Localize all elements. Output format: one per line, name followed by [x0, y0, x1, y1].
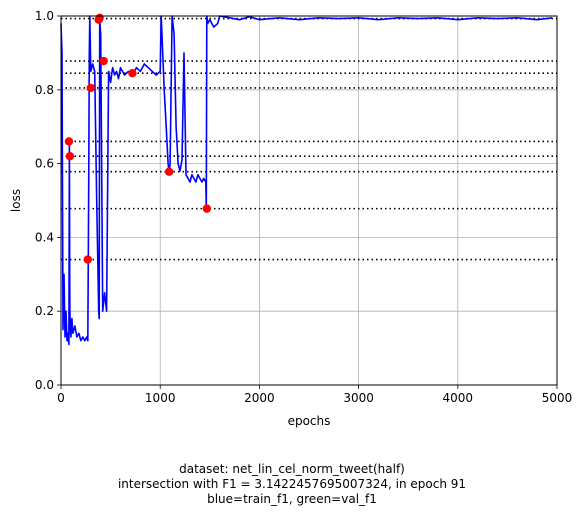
x-tick-label: 4000: [443, 391, 474, 405]
chart: 0 1000 2000 3000 4000 50000.00.20.40.60.81.0 …: [9, 9, 572, 428]
threshold-lines: [61, 17, 557, 261]
marker-point: [202, 204, 212, 213]
y-tick-label: 0.6: [35, 157, 54, 171]
x-tick-label: 0: [57, 391, 65, 405]
ticks: 0 1000 2000 3000 4000 5000 0.0 0.2 0.4 0.6 0.8 1.0: [35, 9, 572, 405]
y-tick-label: 0.4: [35, 230, 54, 244]
series: [60, 15, 553, 346]
x-tick-label: 2000: [244, 391, 275, 405]
marker-point: [65, 152, 75, 161]
x-tick-label: 1000: [145, 391, 176, 405]
plot-frame: [60, 15, 558, 386]
y-axis-label: loss: [9, 189, 23, 212]
caption-dataset: dataset: net_lin_cel_norm_tweet(half): [179, 462, 405, 476]
caption-intersection: intersection with F1 = 3.142245769500732…: [117, 477, 467, 491]
x-tick-label: 5000: [542, 391, 573, 405]
marker-point: [64, 137, 74, 146]
y-tick-label: 0.0: [35, 378, 54, 392]
marker-point: [99, 56, 108, 66]
marker-point: [83, 255, 92, 264]
marker-point: [128, 68, 137, 78]
marker-point: [95, 13, 104, 23]
caption-legend: blue=train_f1, green=val_f1: [207, 492, 377, 506]
x-axis-label: epochs: [288, 414, 331, 428]
train-f1-line: [60, 15, 553, 346]
marker-point: [164, 167, 174, 176]
y-tick-label: 1.0: [35, 9, 54, 23]
x-tick-label: 3000: [343, 391, 374, 405]
marker-point: [86, 83, 95, 93]
y-tick-label: 0.8: [35, 83, 54, 97]
markers: [64, 13, 212, 264]
y-tick-label: 0.2: [35, 304, 54, 318]
